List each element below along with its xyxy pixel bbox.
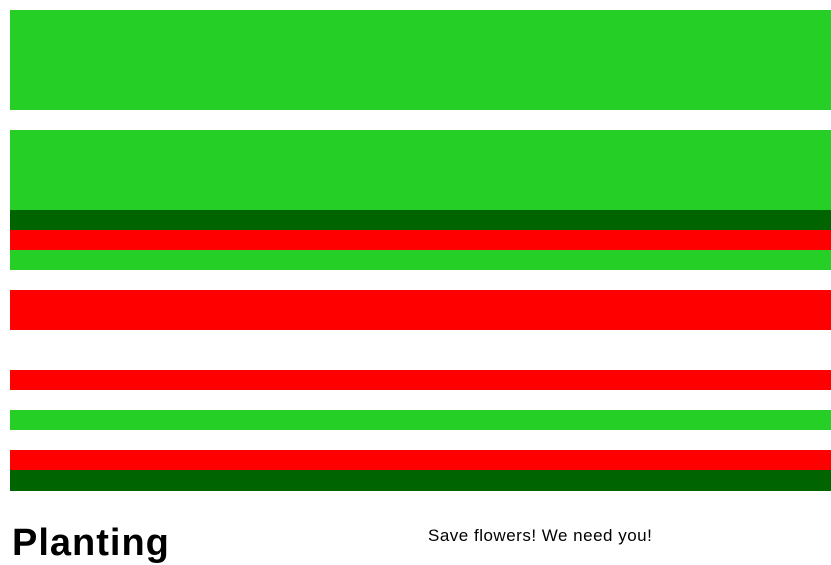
stripe-light-green	[10, 10, 831, 31]
stripe-light-green	[10, 90, 831, 111]
stripe-red	[10, 450, 831, 471]
stripe-red	[10, 290, 831, 311]
stripe-light-green	[10, 130, 831, 151]
stripe-light-green	[10, 190, 831, 211]
stripe-pattern	[10, 10, 831, 492]
stripe-dark-green	[10, 470, 831, 491]
stripe-light-green	[10, 30, 831, 51]
stripe-dark-green	[10, 210, 831, 231]
stripe-light-green	[10, 170, 831, 191]
stripe-white	[10, 350, 831, 371]
stripe-white	[10, 270, 831, 291]
stripe-light-green	[10, 250, 831, 271]
stripe-red	[10, 230, 831, 251]
stripe-white	[10, 110, 831, 131]
stripe-light-green	[10, 410, 831, 431]
tagline: Save flowers! We need you!	[428, 526, 653, 545]
stripe-white	[10, 430, 831, 451]
stripe-red	[10, 310, 831, 331]
stripe-light-green	[10, 150, 831, 171]
stripe-white	[10, 390, 831, 411]
stripe-light-green	[10, 70, 831, 91]
page-title: Planting	[12, 522, 170, 564]
stripe-white	[10, 330, 831, 351]
stripe-red	[10, 370, 831, 391]
stripe-light-green	[10, 50, 831, 71]
